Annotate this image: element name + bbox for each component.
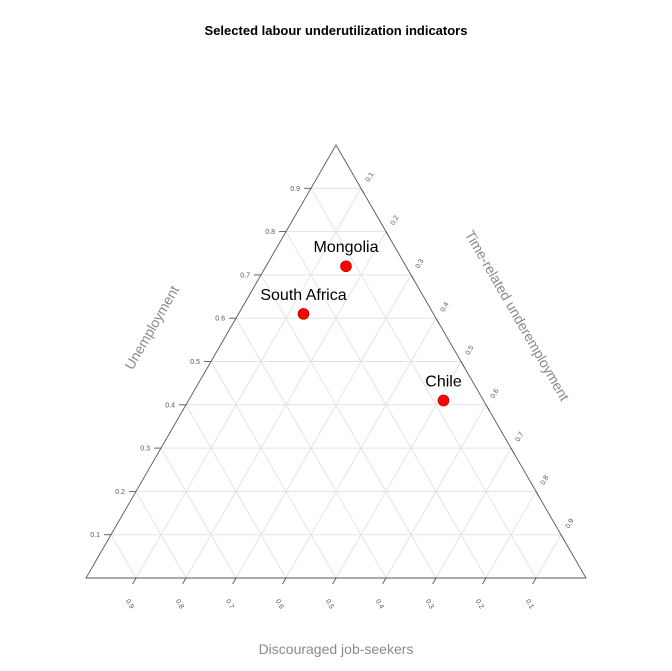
right-axis-tick-label: 0.1 bbox=[365, 171, 376, 183]
grid-line-underemployment bbox=[135, 188, 362, 579]
right-axis-tick bbox=[360, 188, 365, 195]
grid-line-discouraged bbox=[135, 491, 187, 579]
left-axis-tick-label: 0.6 bbox=[215, 316, 225, 323]
right-axis-tick bbox=[385, 231, 390, 238]
data-point-label: Mongolia bbox=[314, 239, 379, 256]
right-axis-tick-label: 0.2 bbox=[390, 215, 401, 227]
bottom-axis-title: Discouraged job-seekers bbox=[259, 641, 414, 657]
data-point-label: Chile bbox=[425, 373, 462, 390]
data-points: Mongolia South Africa Chile bbox=[260, 239, 462, 407]
right-axis-tick-label: 0.5 bbox=[465, 344, 476, 356]
right-axis-tick bbox=[435, 317, 440, 325]
bottom-axis-tick-label: 0.1 bbox=[524, 598, 535, 610]
bottom-axis-tick-label: 0.8 bbox=[174, 598, 185, 610]
grid-line-discouraged bbox=[185, 404, 287, 579]
grid-line-discouraged bbox=[160, 447, 237, 579]
grid-line-underemployment bbox=[435, 447, 512, 579]
bottom-axis-tick-label: 0.7 bbox=[224, 598, 235, 610]
right-axis-tick-label: 0.7 bbox=[515, 431, 526, 443]
bottom-axis-tick bbox=[382, 577, 387, 585]
bottom-axis-tick bbox=[432, 577, 437, 585]
bottom-axis-tick bbox=[482, 577, 487, 585]
left-axis-tick-label: 0.7 bbox=[240, 272, 250, 279]
bottom-axis-tick-label: 0.5 bbox=[324, 598, 335, 610]
grid-line-discouraged bbox=[110, 534, 137, 579]
right-axis-tick bbox=[410, 274, 415, 282]
left-axis-tick-label: 0.9 bbox=[290, 186, 300, 193]
right-axis-tick bbox=[535, 491, 540, 498]
right-axis-tick bbox=[560, 534, 565, 541]
grid-line-underemployment bbox=[535, 534, 562, 579]
right-axis-tick-label: 0.3 bbox=[415, 258, 426, 270]
grid-line-underemployment bbox=[335, 361, 462, 579]
right-axis-tick-label: 0.4 bbox=[440, 301, 451, 313]
right-axis-tick bbox=[460, 361, 465, 368]
bottom-axis-tick-label: 0.9 bbox=[124, 598, 135, 610]
right-axis-tick-label: 0.9 bbox=[565, 518, 576, 530]
bottom-axis-tick-label: 0.2 bbox=[474, 598, 485, 610]
data-point bbox=[340, 260, 352, 273]
data-point bbox=[297, 308, 310, 320]
left-axis-tick-label: 0.1 bbox=[90, 532, 100, 539]
bottom-axis-tick bbox=[132, 577, 137, 585]
data-point-label: South Africa bbox=[260, 287, 346, 304]
right-axis-tick-label: 0.6 bbox=[490, 388, 501, 400]
left-axis-tick-label: 0.2 bbox=[115, 489, 125, 496]
right-axis-tick bbox=[510, 447, 515, 455]
bottom-axis-tick-label: 0.3 bbox=[424, 598, 435, 610]
grid-line-underemployment bbox=[385, 404, 487, 579]
grid-line-discouraged bbox=[260, 274, 437, 579]
grid-line-discouraged bbox=[210, 361, 337, 579]
right-axis-tick-label: 0.8 bbox=[540, 474, 551, 486]
left-axis-tick-label: 0.8 bbox=[265, 229, 275, 236]
bottom-axis-tick bbox=[232, 577, 237, 585]
bottom-axis-tick-label: 0.6 bbox=[274, 598, 285, 610]
left-axis-title: Unemployment bbox=[121, 283, 182, 373]
left-axis-tick-label: 0.5 bbox=[190, 359, 200, 366]
axis-ticks: 0.1 0.1 0.9 0.2 0.2 0.8 0.3 0.3 0.7 0.4 0.4 0.6 0.5 0… bbox=[90, 171, 575, 610]
grid-line-underemployment bbox=[485, 491, 537, 579]
bottom-axis-tick bbox=[282, 577, 287, 585]
bottom-axis-tick bbox=[182, 577, 187, 585]
left-axis-tick-label: 0.4 bbox=[165, 402, 175, 409]
right-axis-title: Time-related underemployment bbox=[462, 227, 573, 403]
left-axis-tick-label: 0.3 bbox=[140, 446, 150, 453]
bottom-axis-tick bbox=[332, 577, 337, 585]
bottom-axis-tick-label: 0.4 bbox=[374, 598, 385, 610]
grid-line-discouraged bbox=[310, 188, 537, 579]
chart-title: Selected labour underutilization indicat… bbox=[205, 23, 468, 38]
bottom-axis-tick bbox=[532, 577, 537, 585]
data-point bbox=[437, 394, 450, 407]
grid-line-underemployment bbox=[235, 274, 412, 579]
right-axis-tick bbox=[485, 404, 490, 412]
